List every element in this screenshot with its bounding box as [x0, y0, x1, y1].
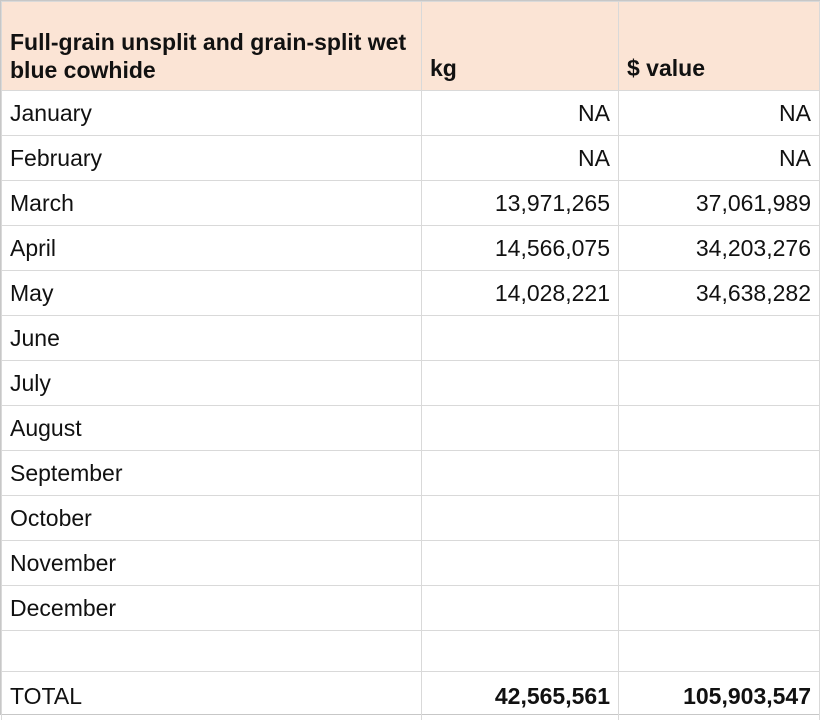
table-row: March 13,971,265 37,061,989	[2, 181, 820, 226]
blank-cell[interactable]	[422, 631, 619, 672]
table-row: February NA NA	[2, 136, 820, 181]
value-cell[interactable]	[619, 586, 820, 631]
value-cell[interactable]: 34,203,276	[619, 226, 820, 271]
month-cell[interactable]: August	[2, 406, 422, 451]
kg-cell[interactable]: 13,971,265	[422, 181, 619, 226]
kg-cell[interactable]	[422, 496, 619, 541]
month-cell[interactable]: December	[2, 586, 422, 631]
kg-cell[interactable]	[422, 316, 619, 361]
month-cell[interactable]: May	[2, 271, 422, 316]
header-kg[interactable]: kg	[422, 2, 619, 91]
month-cell[interactable]: November	[2, 541, 422, 586]
value-cell[interactable]: NA	[619, 91, 820, 136]
blank-cell[interactable]	[619, 631, 820, 672]
table-row: May 14,028,221 34,638,282	[2, 271, 820, 316]
table-row: June	[2, 316, 820, 361]
kg-cell[interactable]	[422, 406, 619, 451]
table-row: December	[2, 586, 820, 631]
table-row: July	[2, 361, 820, 406]
value-cell[interactable]: 37,061,989	[619, 181, 820, 226]
table-row: August	[2, 406, 820, 451]
month-cell[interactable]: January	[2, 91, 422, 136]
table-row: September	[2, 451, 820, 496]
header-value[interactable]: $ value	[619, 2, 820, 91]
blank-cell[interactable]	[2, 631, 422, 672]
table-row: November	[2, 541, 820, 586]
month-cell[interactable]: September	[2, 451, 422, 496]
table-row: April 14,566,075 34,203,276	[2, 226, 820, 271]
value-cell[interactable]	[619, 316, 820, 361]
month-cell[interactable]: June	[2, 316, 422, 361]
month-cell[interactable]: July	[2, 361, 422, 406]
value-cell[interactable]	[619, 496, 820, 541]
total-value[interactable]: 105,903,547	[619, 672, 820, 720]
kg-cell[interactable]	[422, 361, 619, 406]
value-cell[interactable]	[619, 361, 820, 406]
total-kg[interactable]: 42,565,561	[422, 672, 619, 720]
month-cell[interactable]: February	[2, 136, 422, 181]
kg-cell[interactable]: NA	[422, 136, 619, 181]
month-cell[interactable]: October	[2, 496, 422, 541]
month-cell[interactable]: March	[2, 181, 422, 226]
blank-row	[2, 631, 820, 672]
header-row: Full-grain unsplit and grain-split wet b…	[2, 2, 820, 91]
kg-cell[interactable]: NA	[422, 91, 619, 136]
kg-cell[interactable]: 14,566,075	[422, 226, 619, 271]
total-label[interactable]: TOTAL	[2, 672, 422, 720]
table-row: October	[2, 496, 820, 541]
kg-cell[interactable]: 14,028,221	[422, 271, 619, 316]
kg-cell[interactable]	[422, 451, 619, 496]
table-row: January NA NA	[2, 91, 820, 136]
kg-cell[interactable]	[422, 541, 619, 586]
header-product[interactable]: Full-grain unsplit and grain-split wet b…	[2, 2, 422, 91]
total-row: TOTAL 42,565,561 105,903,547	[2, 672, 820, 720]
value-cell[interactable]	[619, 541, 820, 586]
month-cell[interactable]: April	[2, 226, 422, 271]
value-cell[interactable]	[619, 451, 820, 496]
value-cell[interactable]	[619, 406, 820, 451]
value-cell[interactable]: 34,638,282	[619, 271, 820, 316]
value-cell[interactable]: NA	[619, 136, 820, 181]
kg-cell[interactable]	[422, 586, 619, 631]
